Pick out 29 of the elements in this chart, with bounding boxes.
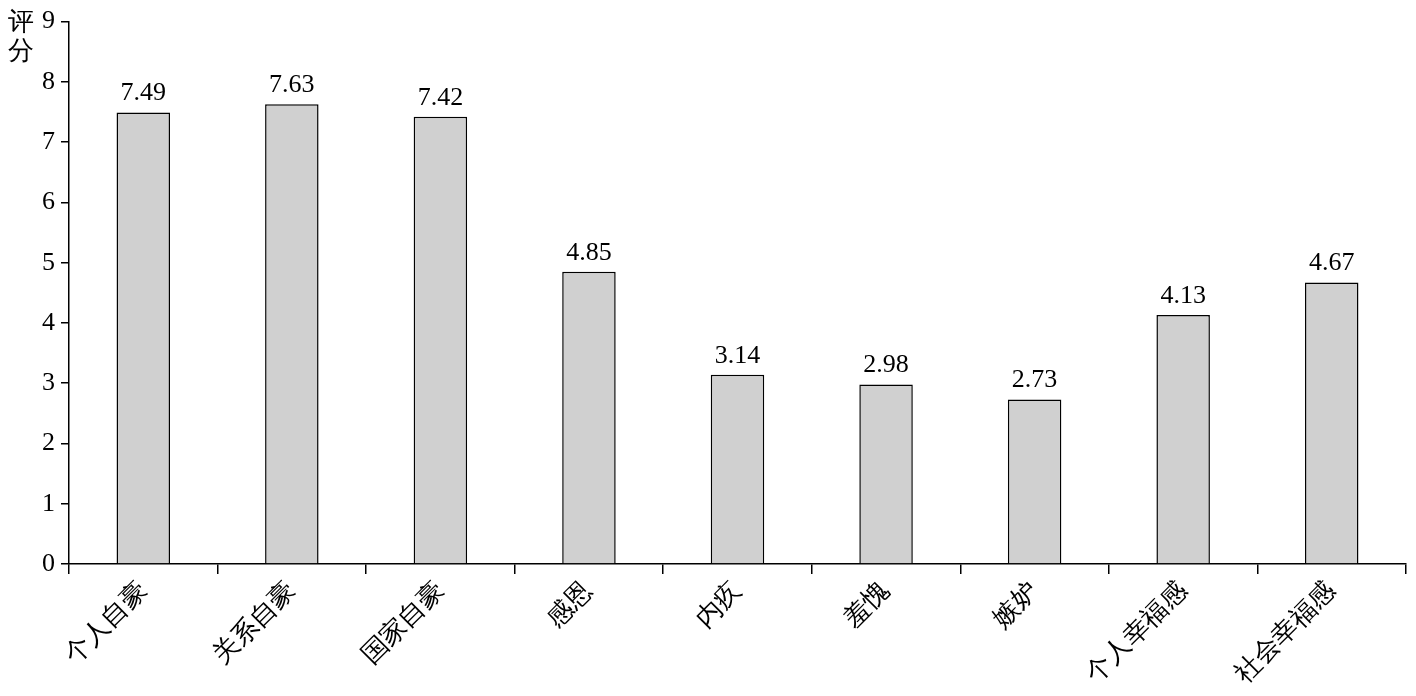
y-tick-label: 4 [42, 306, 55, 336]
x-tick-label: 感恩 [540, 575, 599, 633]
data-label: 2.73 [1011, 364, 1058, 394]
data-label: 3.14 [714, 339, 761, 369]
y-tick-label: 7 [42, 125, 55, 155]
x-tick-label: 关系自豪 [206, 575, 301, 670]
y-tick-label: 8 [42, 65, 55, 95]
y-tick-label: 6 [42, 186, 55, 216]
data-label: 2.98 [863, 349, 909, 379]
y-tick-label: 0 [42, 547, 55, 577]
data-label: 4.85 [566, 236, 612, 266]
x-tick-label: 内疚 [689, 575, 747, 633]
x-tick-label: 个人幸福感 [1079, 575, 1193, 689]
data-label: 7.42 [417, 81, 464, 111]
x-tick-label: 国家自豪 [355, 575, 450, 670]
data-label: 4.67 [1308, 247, 1355, 277]
data-label: 7.49 [120, 77, 167, 107]
y-axis-title: 评分 [8, 7, 35, 66]
x-tick-label: 羞愧 [837, 575, 896, 633]
data-label: 7.63 [269, 69, 315, 98]
y-tick-label: 2 [42, 427, 55, 457]
x-tick-label: 嫉妒 [986, 575, 1044, 633]
y-tick-label: 5 [42, 246, 55, 276]
y-tick-label: 3 [42, 367, 55, 397]
data-label: 4.13 [1160, 279, 1206, 309]
y-tick-label: 9 [42, 5, 55, 35]
x-tick-label: 社会幸福感 [1228, 575, 1341, 689]
x-tick-label: 个人自豪 [58, 575, 153, 670]
y-tick-label: 1 [42, 487, 55, 517]
